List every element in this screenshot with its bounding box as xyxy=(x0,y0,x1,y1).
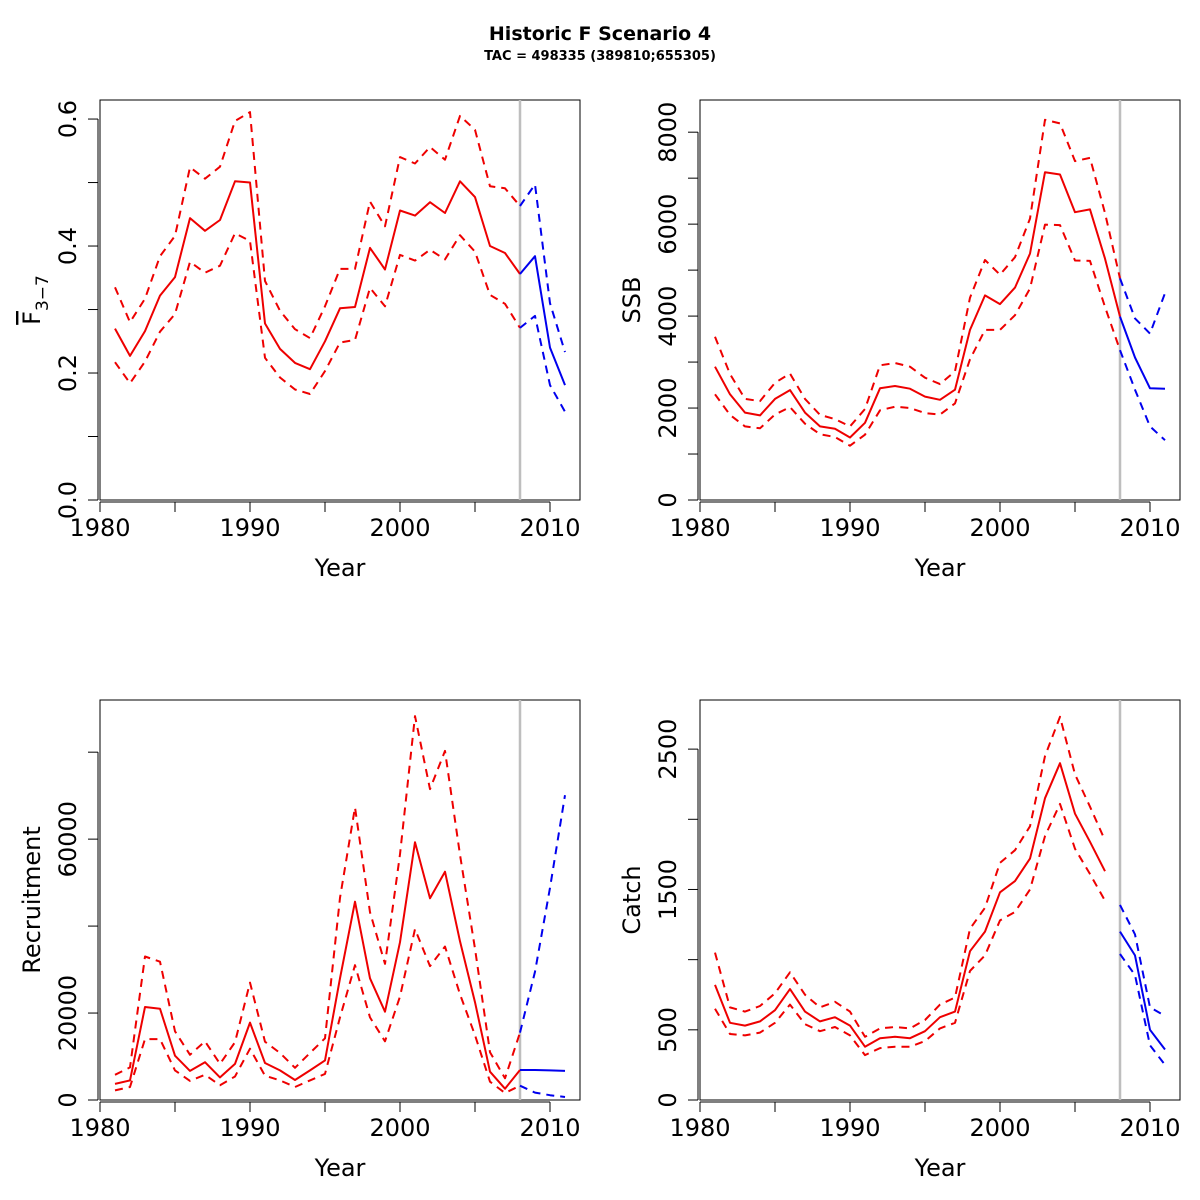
y-tick-label: 20000 xyxy=(54,975,82,1051)
forecast-upper-line xyxy=(519,795,566,1033)
historic-upper-line xyxy=(114,715,521,1080)
x-tick-label: 1990 xyxy=(219,514,280,542)
historic-lower-line xyxy=(714,223,1121,447)
x-tick-label: 2000 xyxy=(369,1114,430,1142)
forecast-upper-line xyxy=(519,183,566,353)
x-axis-label: Year xyxy=(914,1154,966,1182)
historic-upper-line xyxy=(714,118,1121,428)
x-tick-label: 1980 xyxy=(69,514,130,542)
x-tick-label: 1990 xyxy=(219,1114,280,1142)
y-tick-label: 0 xyxy=(654,1092,682,1107)
x-tick-label: 1980 xyxy=(669,514,730,542)
y-tick-label: 6000 xyxy=(654,194,682,255)
y-tick-label: 0.6 xyxy=(54,100,82,138)
x-tick-label: 1980 xyxy=(69,1114,130,1142)
forecast-lower-line xyxy=(1119,953,1166,1066)
forecast-median-line xyxy=(520,1069,566,1072)
x-tick-label: 2010 xyxy=(519,514,580,542)
historic-median-line xyxy=(114,841,521,1090)
forecast-lower-line xyxy=(519,314,566,413)
y-tick-label: 0.4 xyxy=(54,227,82,265)
y-tick-label: 8000 xyxy=(654,102,682,163)
x-tick-label: 1990 xyxy=(819,514,880,542)
y-tick-label: 500 xyxy=(654,1007,682,1053)
y-axis-label-main: F xyxy=(18,311,46,325)
plot-frame xyxy=(99,99,581,501)
panel-top-left: 1980 1990 2000 2010 Year 0.0 0.2 0.4 0.6 F3−7 xyxy=(18,99,581,582)
figure-title: Historic F Scenario 4 xyxy=(489,23,711,45)
y-axis-label: Recruitment xyxy=(18,826,46,973)
y-axis-label-sub: 3−7 xyxy=(33,275,53,311)
y-tick-label: 4000 xyxy=(654,286,682,347)
historic-upper-line xyxy=(114,111,521,340)
panel-bottom-left: 1980 1990 2000 2010 Year 0 20000 60000 Recruitme… xyxy=(18,699,581,1182)
forecast-median-line xyxy=(1119,316,1166,390)
x-tick-label: 1990 xyxy=(819,1114,880,1142)
historic-upper-line xyxy=(714,715,1106,1038)
x-tick-label: 2010 xyxy=(1119,1114,1180,1142)
y-axis-label: F3−7 xyxy=(18,275,53,325)
x-tick-label: 1980 xyxy=(669,1114,730,1142)
y-tick-label: 0.0 xyxy=(54,481,82,519)
forecast-upper-line xyxy=(1119,904,1166,1017)
y-tick-label: 0 xyxy=(654,492,682,507)
x-tick-label: 2000 xyxy=(969,514,1030,542)
plot-frame xyxy=(99,699,581,1101)
historic-median-line xyxy=(714,762,1106,1048)
x-tick-label: 2000 xyxy=(969,1114,1030,1142)
y-axis-label: Catch xyxy=(618,865,646,934)
y-tick-label: 1500 xyxy=(654,859,682,920)
y-tick-label: 60000 xyxy=(54,801,82,877)
y-tick-label: 0.2 xyxy=(54,354,82,392)
x-tick-label: 2010 xyxy=(519,1114,580,1142)
y-tick-label: 0 xyxy=(54,1092,82,1107)
historic-lower-line xyxy=(114,232,521,395)
figure-subtitle: TAC = 498335 (389810;655305) xyxy=(484,49,716,64)
panel-top-right: 1980 1990 2000 2010 Year 0 2000 4000 6000 8000 SSB xyxy=(618,99,1181,582)
forecast-upper-line xyxy=(1119,278,1166,335)
historic-lower-line xyxy=(714,802,1106,1057)
x-axis-label: Year xyxy=(914,554,966,582)
x-axis-label: Year xyxy=(314,554,366,582)
x-tick-label: 2010 xyxy=(1119,514,1180,542)
forecast-lower-line xyxy=(1119,349,1166,441)
x-axis-label: Year xyxy=(314,1154,366,1182)
y-tick-label: 2500 xyxy=(654,719,682,780)
x-tick-label: 2000 xyxy=(369,514,430,542)
y-tick-label: 2000 xyxy=(654,378,682,439)
forecast-median-line xyxy=(1119,931,1166,1051)
panels: 1980 1990 2000 2010Year0.00.20.40.6F3−71980… xyxy=(18,99,1181,1182)
panel-bottom-right: 1980 1990 2000 2010 Year 0 500 1500 2500 Catch xyxy=(618,699,1181,1182)
historic-median-line xyxy=(714,171,1121,439)
plot-frame xyxy=(699,99,1181,501)
forecast-median-line xyxy=(519,255,566,386)
historic-median-line xyxy=(114,180,521,371)
plot-frame xyxy=(699,699,1181,1101)
y-axis-label: SSB xyxy=(618,277,646,324)
